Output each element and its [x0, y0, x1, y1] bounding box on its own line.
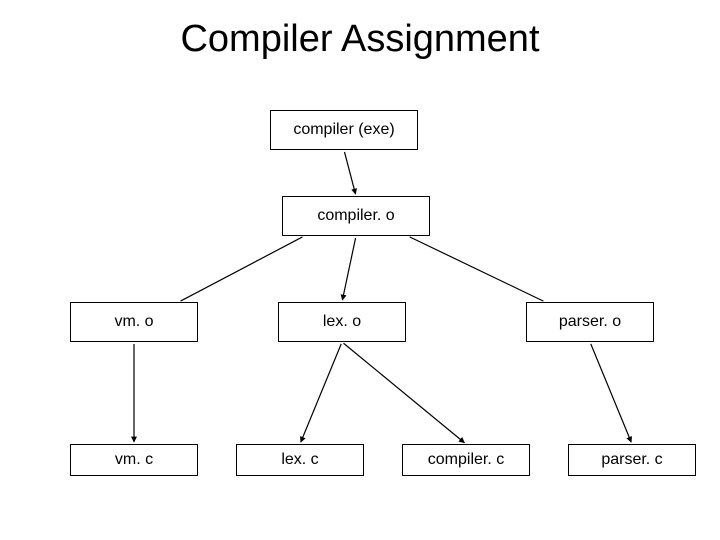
node-compiler-c: compiler. c	[402, 444, 530, 476]
node-vm-c: vm. c	[70, 444, 198, 476]
node-parser-o: parser. o	[526, 302, 654, 342]
node-vm-o: vm. o	[70, 302, 198, 342]
node-compiler-o: compiler. o	[282, 196, 430, 236]
node-parser-c: parser. c	[568, 444, 696, 476]
node-lex-o: lex. o	[278, 302, 406, 342]
node-lex-c: lex. c	[236, 444, 364, 476]
node-compiler-exe: compiler (exe)	[270, 110, 418, 150]
page-title: Compiler Assignment	[0, 18, 720, 61]
